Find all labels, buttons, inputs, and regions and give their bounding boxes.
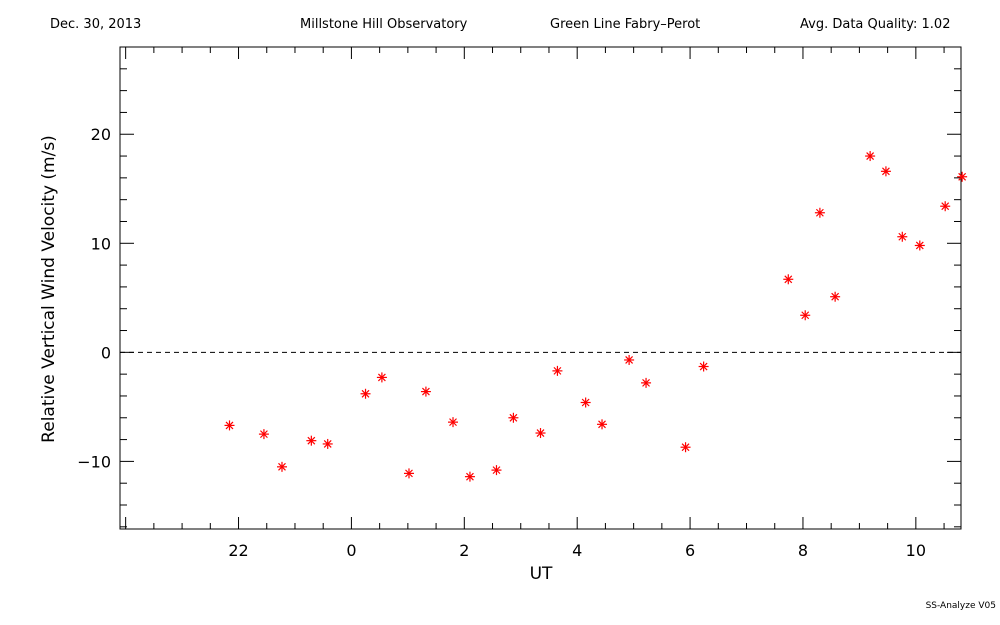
- y-tick-labels: −10 0 10 20: [77, 125, 111, 471]
- x-tick-label: 10: [906, 541, 926, 560]
- data-point: [360, 388, 371, 399]
- x-tick-labels: 22 0 2 4 6 8 10: [228, 541, 926, 560]
- x-tick-label: 4: [572, 541, 582, 560]
- data-point: [491, 465, 502, 476]
- data-point: [448, 417, 459, 428]
- data-point: [940, 201, 951, 212]
- data-point: [552, 365, 563, 376]
- data-point: [800, 310, 811, 321]
- x-tick-label: 2: [459, 541, 469, 560]
- axis-ticks: [120, 46, 961, 529]
- instrument-name: Green Line Fabry–Perot: [550, 17, 701, 32]
- data-point: [957, 171, 968, 182]
- software-version: SS-Analyze V05: [925, 601, 996, 611]
- data-point: [224, 420, 235, 431]
- x-tick-label: 22: [228, 541, 248, 560]
- data-point: [535, 428, 546, 439]
- data-point: [641, 377, 652, 388]
- data-point: [624, 354, 635, 365]
- observatory-name: Millstone Hill Observatory: [300, 17, 468, 32]
- x-tick-label: 8: [798, 541, 808, 560]
- y-tick-label: 20: [91, 125, 111, 144]
- data-point: [597, 419, 608, 430]
- y-axis-label: Relative Vertical Wind Velocity (m/s): [39, 135, 59, 443]
- data-point: [880, 166, 891, 177]
- data-point: [580, 397, 591, 408]
- data-point: [508, 412, 519, 423]
- y-tick-label: 10: [91, 234, 111, 253]
- data-point: [403, 468, 414, 479]
- x-axis-label: UT: [530, 564, 553, 584]
- data-quality: Avg. Data Quality: 1.02: [800, 17, 951, 32]
- chart-date: Dec. 30, 2013: [50, 17, 142, 32]
- data-point: [376, 372, 387, 383]
- data-point: [306, 435, 317, 446]
- data-points: [224, 151, 968, 482]
- data-point: [680, 442, 691, 453]
- data-point: [914, 240, 925, 251]
- data-point: [420, 386, 431, 397]
- plot-frame: [119, 46, 962, 530]
- data-point: [897, 231, 908, 242]
- data-point: [814, 207, 825, 218]
- data-point: [276, 461, 287, 472]
- data-point: [865, 151, 876, 162]
- data-point: [698, 361, 709, 372]
- data-point: [783, 274, 794, 285]
- x-tick-label: 0: [346, 541, 356, 560]
- data-point: [258, 429, 269, 440]
- data-point: [464, 471, 475, 482]
- y-tick-label: 0: [101, 343, 111, 362]
- data-point: [830, 291, 841, 302]
- data-point: [322, 438, 333, 449]
- x-tick-label: 6: [685, 541, 695, 560]
- y-tick-label: −10: [77, 452, 111, 471]
